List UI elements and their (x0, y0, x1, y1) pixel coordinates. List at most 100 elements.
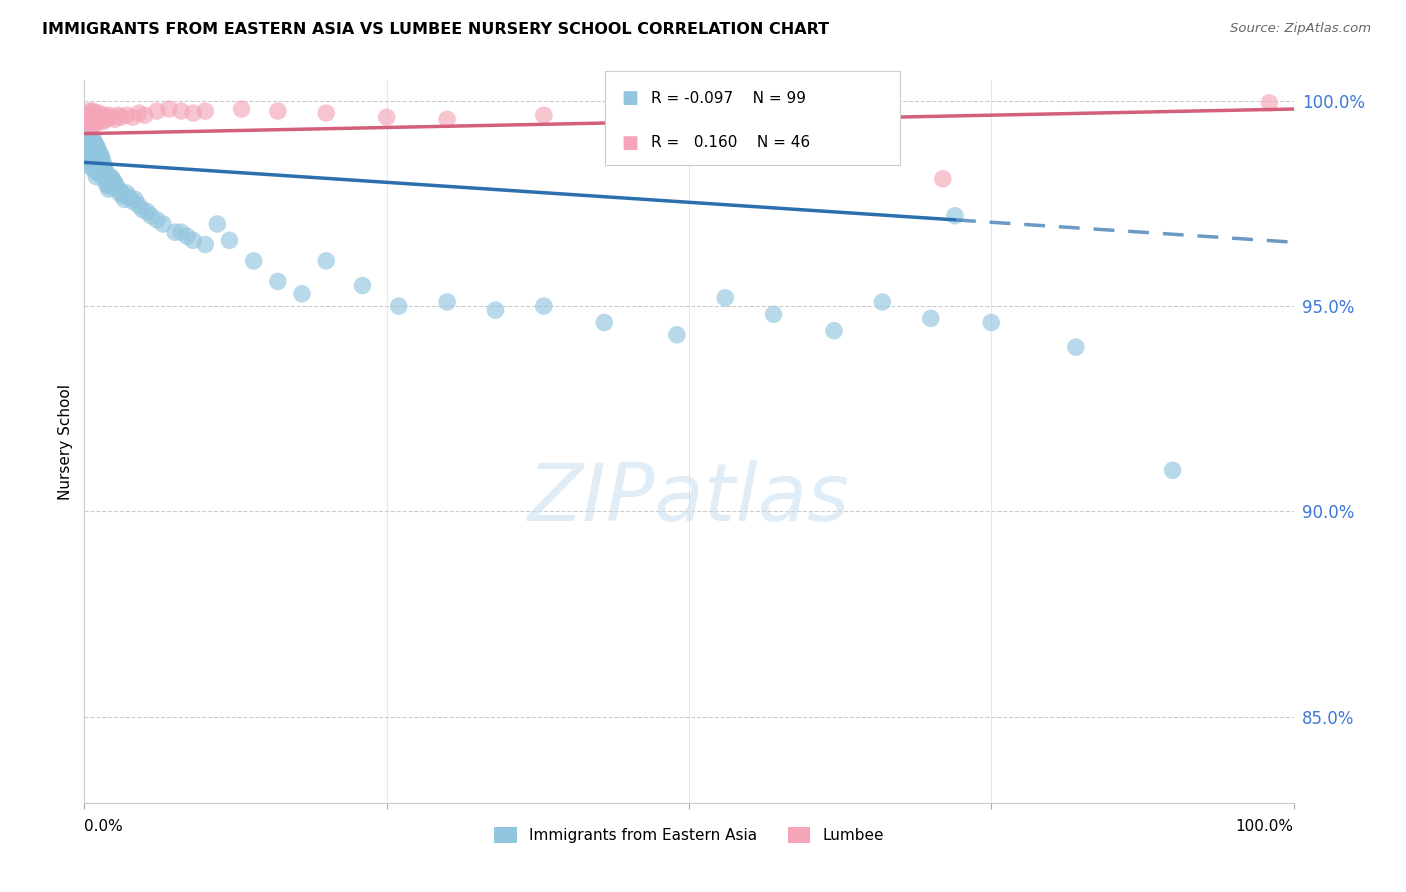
Point (291, 286, 314, 301)
Point (352, 278, 374, 293)
Point (84, 114, 107, 128)
Point (131, 202, 153, 217)
Point (84, 106, 107, 120)
Point (94, 176, 117, 190)
Point (920, 311, 942, 326)
Point (77, 133, 100, 147)
Point (86, 110, 108, 124)
Point (82, 112, 104, 127)
Point (89, 168, 111, 182)
Point (89, 147, 111, 161)
Text: ■: ■ (621, 134, 638, 152)
Point (115, 108, 138, 122)
Point (98, 176, 121, 190)
Text: Source: ZipAtlas.com: Source: ZipAtlas.com (1230, 22, 1371, 36)
Point (97, 171, 120, 186)
Point (82, 104, 104, 119)
Point (139, 209, 162, 223)
Point (146, 212, 169, 227)
Text: ZIPatlas: ZIPatlas (527, 460, 851, 539)
Point (94, 161, 117, 176)
Point (79, 114, 101, 128)
Point (84, 136, 107, 151)
Point (181, 106, 204, 120)
Point (823, 324, 845, 338)
Point (104, 112, 127, 127)
Point (375, 110, 398, 124)
Point (79, 106, 101, 120)
Point (136, 204, 159, 219)
Point (86, 116, 108, 130)
Point (100, 110, 122, 124)
Text: R =   0.160    N = 46: R = 0.160 N = 46 (651, 136, 810, 150)
Point (194, 104, 217, 119)
Point (77, 127, 100, 141)
Point (94, 110, 117, 124)
Point (83, 116, 105, 130)
Text: IMMIGRANTS FROM EASTERN ASIA VS LUMBEE NURSERY SCHOOL CORRELATION CHART: IMMIGRANTS FROM EASTERN ASIA VS LUMBEE N… (42, 22, 830, 37)
Legend: Immigrants from Eastern Asia, Lumbee: Immigrants from Eastern Asia, Lumbee (488, 822, 890, 849)
Point (82, 160, 104, 174)
Point (77, 119, 100, 133)
Point (181, 233, 204, 247)
Point (87, 155, 110, 169)
Point (80, 153, 103, 168)
Point (83, 163, 105, 178)
Point (714, 291, 737, 305)
Point (96, 178, 118, 192)
Point (107, 108, 129, 122)
Point (103, 174, 125, 188)
Point (77, 143, 100, 157)
Point (593, 316, 616, 330)
Point (533, 108, 555, 122)
Point (77, 145, 100, 160)
Point (86, 108, 108, 122)
Point (665, 327, 688, 342)
Point (194, 237, 217, 252)
Point (872, 295, 894, 310)
Point (76, 136, 98, 151)
Point (77, 155, 100, 169)
Point (82, 139, 104, 153)
Point (79, 147, 101, 161)
Point (100, 180, 122, 194)
Point (80, 133, 103, 147)
Text: 0.0%: 0.0% (84, 819, 124, 834)
Point (86, 169, 108, 184)
Point (1064, 340, 1087, 354)
Point (231, 102, 253, 116)
Point (762, 307, 785, 321)
Point (80, 143, 103, 157)
Point (128, 106, 150, 120)
Point (1258, 95, 1281, 110)
Point (90, 160, 112, 174)
Point (91, 153, 114, 168)
Point (388, 299, 411, 313)
Point (104, 176, 127, 190)
Point (533, 299, 555, 313)
Point (86, 149, 108, 163)
Point (121, 110, 143, 124)
Point (89, 110, 111, 124)
Point (115, 186, 138, 201)
Point (124, 192, 146, 206)
Point (436, 112, 458, 127)
Point (90, 112, 112, 127)
Point (1161, 463, 1184, 477)
Point (152, 217, 174, 231)
Point (170, 225, 193, 239)
Point (932, 171, 955, 186)
Point (267, 104, 290, 119)
Text: ■: ■ (621, 89, 638, 107)
Point (121, 194, 143, 209)
Point (80, 110, 103, 124)
Point (436, 295, 458, 310)
Point (94, 166, 117, 180)
Point (157, 102, 180, 116)
Point (87, 166, 110, 180)
Point (82, 130, 104, 145)
Point (79, 136, 101, 151)
Point (91, 108, 114, 122)
Point (90, 149, 112, 163)
Point (943, 209, 966, 223)
